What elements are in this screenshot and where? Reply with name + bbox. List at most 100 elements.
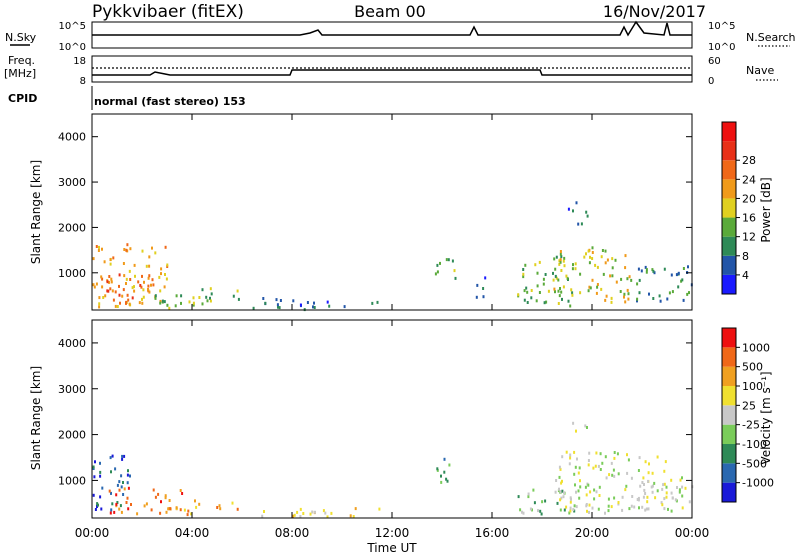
velocity-cell: [111, 502, 114, 506]
velocity-cell: [565, 450, 568, 454]
power-cell: [594, 263, 597, 267]
power-cell: [476, 283, 479, 287]
power-cell: [570, 288, 573, 292]
power-cell: [557, 302, 560, 305]
velocity-cell: [594, 464, 597, 468]
power-cell: [524, 263, 527, 267]
power-cell: [626, 288, 629, 292]
velocity-cell: [187, 509, 190, 513]
power-cell: [108, 275, 111, 278]
power-cell: [188, 300, 191, 304]
noise-panel: N.Sky 10^5 10^0 10^5 10^0 N.Search: [5, 20, 796, 53]
velocity-cell: [656, 455, 659, 459]
power-cell: [133, 289, 136, 293]
velocity-cell: [125, 501, 128, 504]
power-cell: [98, 245, 100, 249]
power-cell: [624, 266, 627, 270]
power-cell: [163, 285, 166, 289]
velocity-cell: [216, 506, 219, 509]
velocity-cell: [560, 481, 563, 485]
power-cell: [606, 258, 609, 262]
power-y-tick-label: 4000: [58, 131, 86, 144]
velocity-cell: [675, 499, 678, 503]
velocity-cell: [116, 483, 119, 487]
nave-tick-top: 60: [708, 56, 721, 67]
power-colorbar-tick-label: 28: [742, 154, 756, 167]
velocity-cell: [118, 507, 121, 511]
velocity-cell: [569, 500, 572, 504]
velocity-cell: [114, 467, 117, 471]
power-cell: [530, 289, 533, 292]
power-cell: [623, 292, 626, 296]
power-cell: [571, 291, 574, 295]
velocity-cell: [562, 495, 565, 499]
velocity-cell: [521, 510, 523, 514]
power-cell: [675, 273, 678, 277]
velocity-cell: [642, 495, 645, 499]
velocity-cell: [544, 499, 547, 503]
power-cell: [371, 301, 374, 305]
velocity-cell: [651, 471, 654, 475]
power-cell: [175, 294, 178, 298]
velocity-colorbar-swatch: [722, 463, 736, 483]
power-cell: [139, 284, 142, 287]
power-cell: [180, 301, 182, 305]
velocity-colorbar-swatch: [722, 386, 736, 406]
power-cell: [681, 278, 684, 282]
power-cell: [567, 207, 570, 211]
velocity-cell: [152, 488, 155, 492]
velocity-cell: [99, 495, 102, 499]
power-cell: [180, 294, 183, 298]
power-cell: [279, 299, 282, 302]
power-colorbar-swatch: [722, 255, 736, 275]
nsky-label: N.Sky: [5, 31, 37, 44]
power-cell: [670, 273, 673, 277]
velocity-cell: [630, 504, 633, 508]
power-colorbar-label: Power [dB]: [759, 177, 773, 242]
velocity-cell: [99, 474, 102, 478]
velocity-cell: [537, 509, 539, 513]
velocity-cell: [559, 490, 562, 494]
x-tick-label: 20:00: [575, 526, 610, 540]
velocity-cell: [560, 496, 563, 500]
velocity-cell: [651, 484, 654, 488]
velocity-cell: [593, 488, 596, 492]
power-cell: [653, 271, 656, 275]
velocity-cell: [330, 511, 333, 515]
power-cell: [563, 264, 566, 268]
power-cell: [131, 286, 134, 290]
power-colorbar-swatch: [722, 274, 736, 294]
power-cell: [542, 277, 545, 281]
velocity-cell: [165, 510, 168, 514]
velocity-cell: [593, 497, 596, 501]
velocity-cell: [94, 508, 97, 511]
velocity-cell: [588, 451, 591, 455]
velocity-cell: [595, 490, 598, 494]
power-cell: [677, 285, 680, 289]
velocity-cell: [647, 507, 650, 511]
velocity-cell: [568, 511, 571, 515]
power-cell: [299, 303, 302, 307]
velocity-cell: [563, 491, 566, 495]
velocity-cell: [643, 483, 645, 486]
power-cell: [148, 255, 151, 259]
power-cell: [517, 293, 520, 297]
velocity-colorbar-tick-label: -500: [742, 457, 767, 470]
velocity-cell: [670, 491, 673, 495]
power-cell: [328, 304, 331, 308]
power-cell: [111, 289, 114, 293]
velocity-cell: [181, 492, 184, 495]
power-cell: [615, 280, 618, 284]
power-cell: [575, 201, 578, 205]
power-cell: [636, 297, 639, 301]
power-cell: [232, 294, 235, 298]
velocity-cell: [231, 501, 234, 505]
power-cell: [542, 282, 545, 286]
power-cell: [569, 304, 572, 308]
velocity-cell: [679, 478, 682, 482]
freq-panel: Freq. [MHz] 18 8 60 0 Nave: [4, 54, 778, 87]
velocity-cell: [565, 505, 568, 509]
velocity-cell: [592, 466, 595, 470]
velocity-cell: [662, 483, 665, 487]
velocity-cell: [681, 476, 683, 480]
